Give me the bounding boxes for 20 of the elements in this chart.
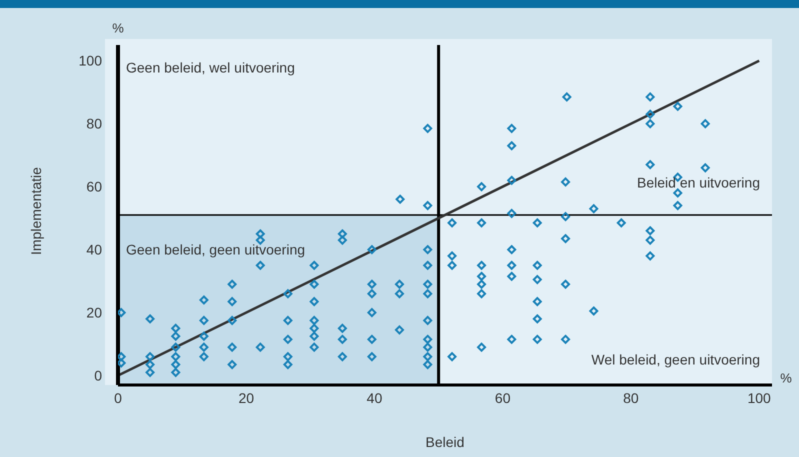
annotation: Beleid en uitvoering	[637, 174, 760, 192]
y-tick-label: 100	[78, 52, 102, 69]
x-tick-label: 40	[366, 390, 382, 406]
x-tick-label: 20	[238, 390, 254, 406]
y-tick-label: 0	[94, 368, 102, 384]
text: %	[780, 370, 792, 386]
y-axis-title: Implementatie	[28, 166, 44, 255]
x-axis-title: Beleid	[426, 434, 464, 450]
x-tick-label: 0	[114, 390, 122, 406]
y-tick-label: 40	[86, 242, 102, 258]
annotation: Geen beleid, geen uitvoering	[126, 242, 306, 258]
annotation: Geen beleid, wel uitvoering	[126, 60, 295, 76]
annotation: Wel beleid, geen uitvoering	[591, 352, 760, 368]
x-tick-label: 80	[623, 390, 639, 406]
x-tick-label: 60	[494, 390, 511, 406]
y-tick-label: 60	[86, 178, 102, 195]
text: %	[112, 20, 124, 36]
y-tick-label: 20	[86, 304, 102, 321]
y-tick-label: 80	[86, 116, 102, 132]
x-tick-label: 100	[747, 390, 772, 406]
